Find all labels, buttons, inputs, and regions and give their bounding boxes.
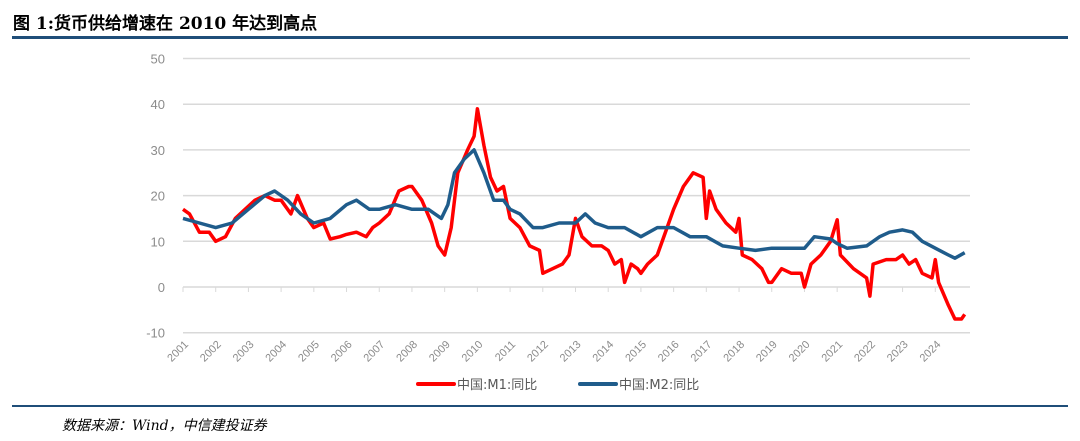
x-tick-label: 2024 (918, 339, 944, 365)
x-tick-label: 2018 (721, 339, 747, 365)
x-tick-label: 2001 (165, 339, 191, 365)
x-tick-label: 2021 (819, 339, 845, 365)
x-tick-label: 2015 (623, 339, 649, 365)
x-tick-label: 2004 (263, 339, 289, 365)
x-tick-label: 2019 (754, 339, 780, 365)
y-tick-label: 0 (158, 280, 165, 295)
x-tick-label: 2016 (656, 339, 682, 365)
legend-item-m1: 中国:M1:同比 (416, 378, 537, 393)
x-tick-label: 2009 (427, 339, 453, 365)
series-line-m2 (182, 148, 966, 260)
x-tick-label: 2010 (460, 339, 486, 365)
x-tick-label: 2020 (787, 339, 813, 365)
y-tick-label: 50 (151, 52, 165, 67)
x-tick-label: 2005 (296, 339, 322, 365)
y-tick-label: 30 (151, 143, 165, 158)
x-tick-label: 2007 (362, 339, 388, 365)
legend-item-m2: 中国:M2:同比 (578, 378, 699, 393)
source-note: 数据来源：Wind，中信建投证券 (62, 418, 267, 434)
y-tick-label: 40 (151, 97, 165, 112)
x-tick-label: 2011 (493, 339, 518, 364)
footer-divider (12, 405, 1068, 407)
x-tick-label: 2017 (689, 339, 715, 365)
y-tick-label: 20 (151, 189, 165, 204)
y-tick-label: -10 (146, 326, 165, 341)
x-tick-label: 2014 (591, 339, 617, 365)
legend-label: 中国:M2:同比 (619, 378, 699, 393)
x-tick-label: 2013 (558, 339, 584, 365)
x-tick-label: 2012 (525, 339, 551, 365)
x-tick-label: 2006 (329, 339, 355, 365)
x-tick-label: 2022 (852, 339, 878, 365)
figure-title: 图 1:货币供给增速在 2010 年达到高点 (13, 14, 318, 34)
legend-label: 中国:M1:同比 (457, 378, 537, 393)
x-tick-label: 2002 (198, 339, 224, 365)
x-tick-label: 2008 (394, 339, 420, 365)
x-tick-label: 2023 (885, 339, 911, 365)
x-tick-label: 2003 (231, 339, 257, 365)
title-divider (12, 36, 1068, 39)
y-tick-label: 10 (151, 234, 165, 249)
